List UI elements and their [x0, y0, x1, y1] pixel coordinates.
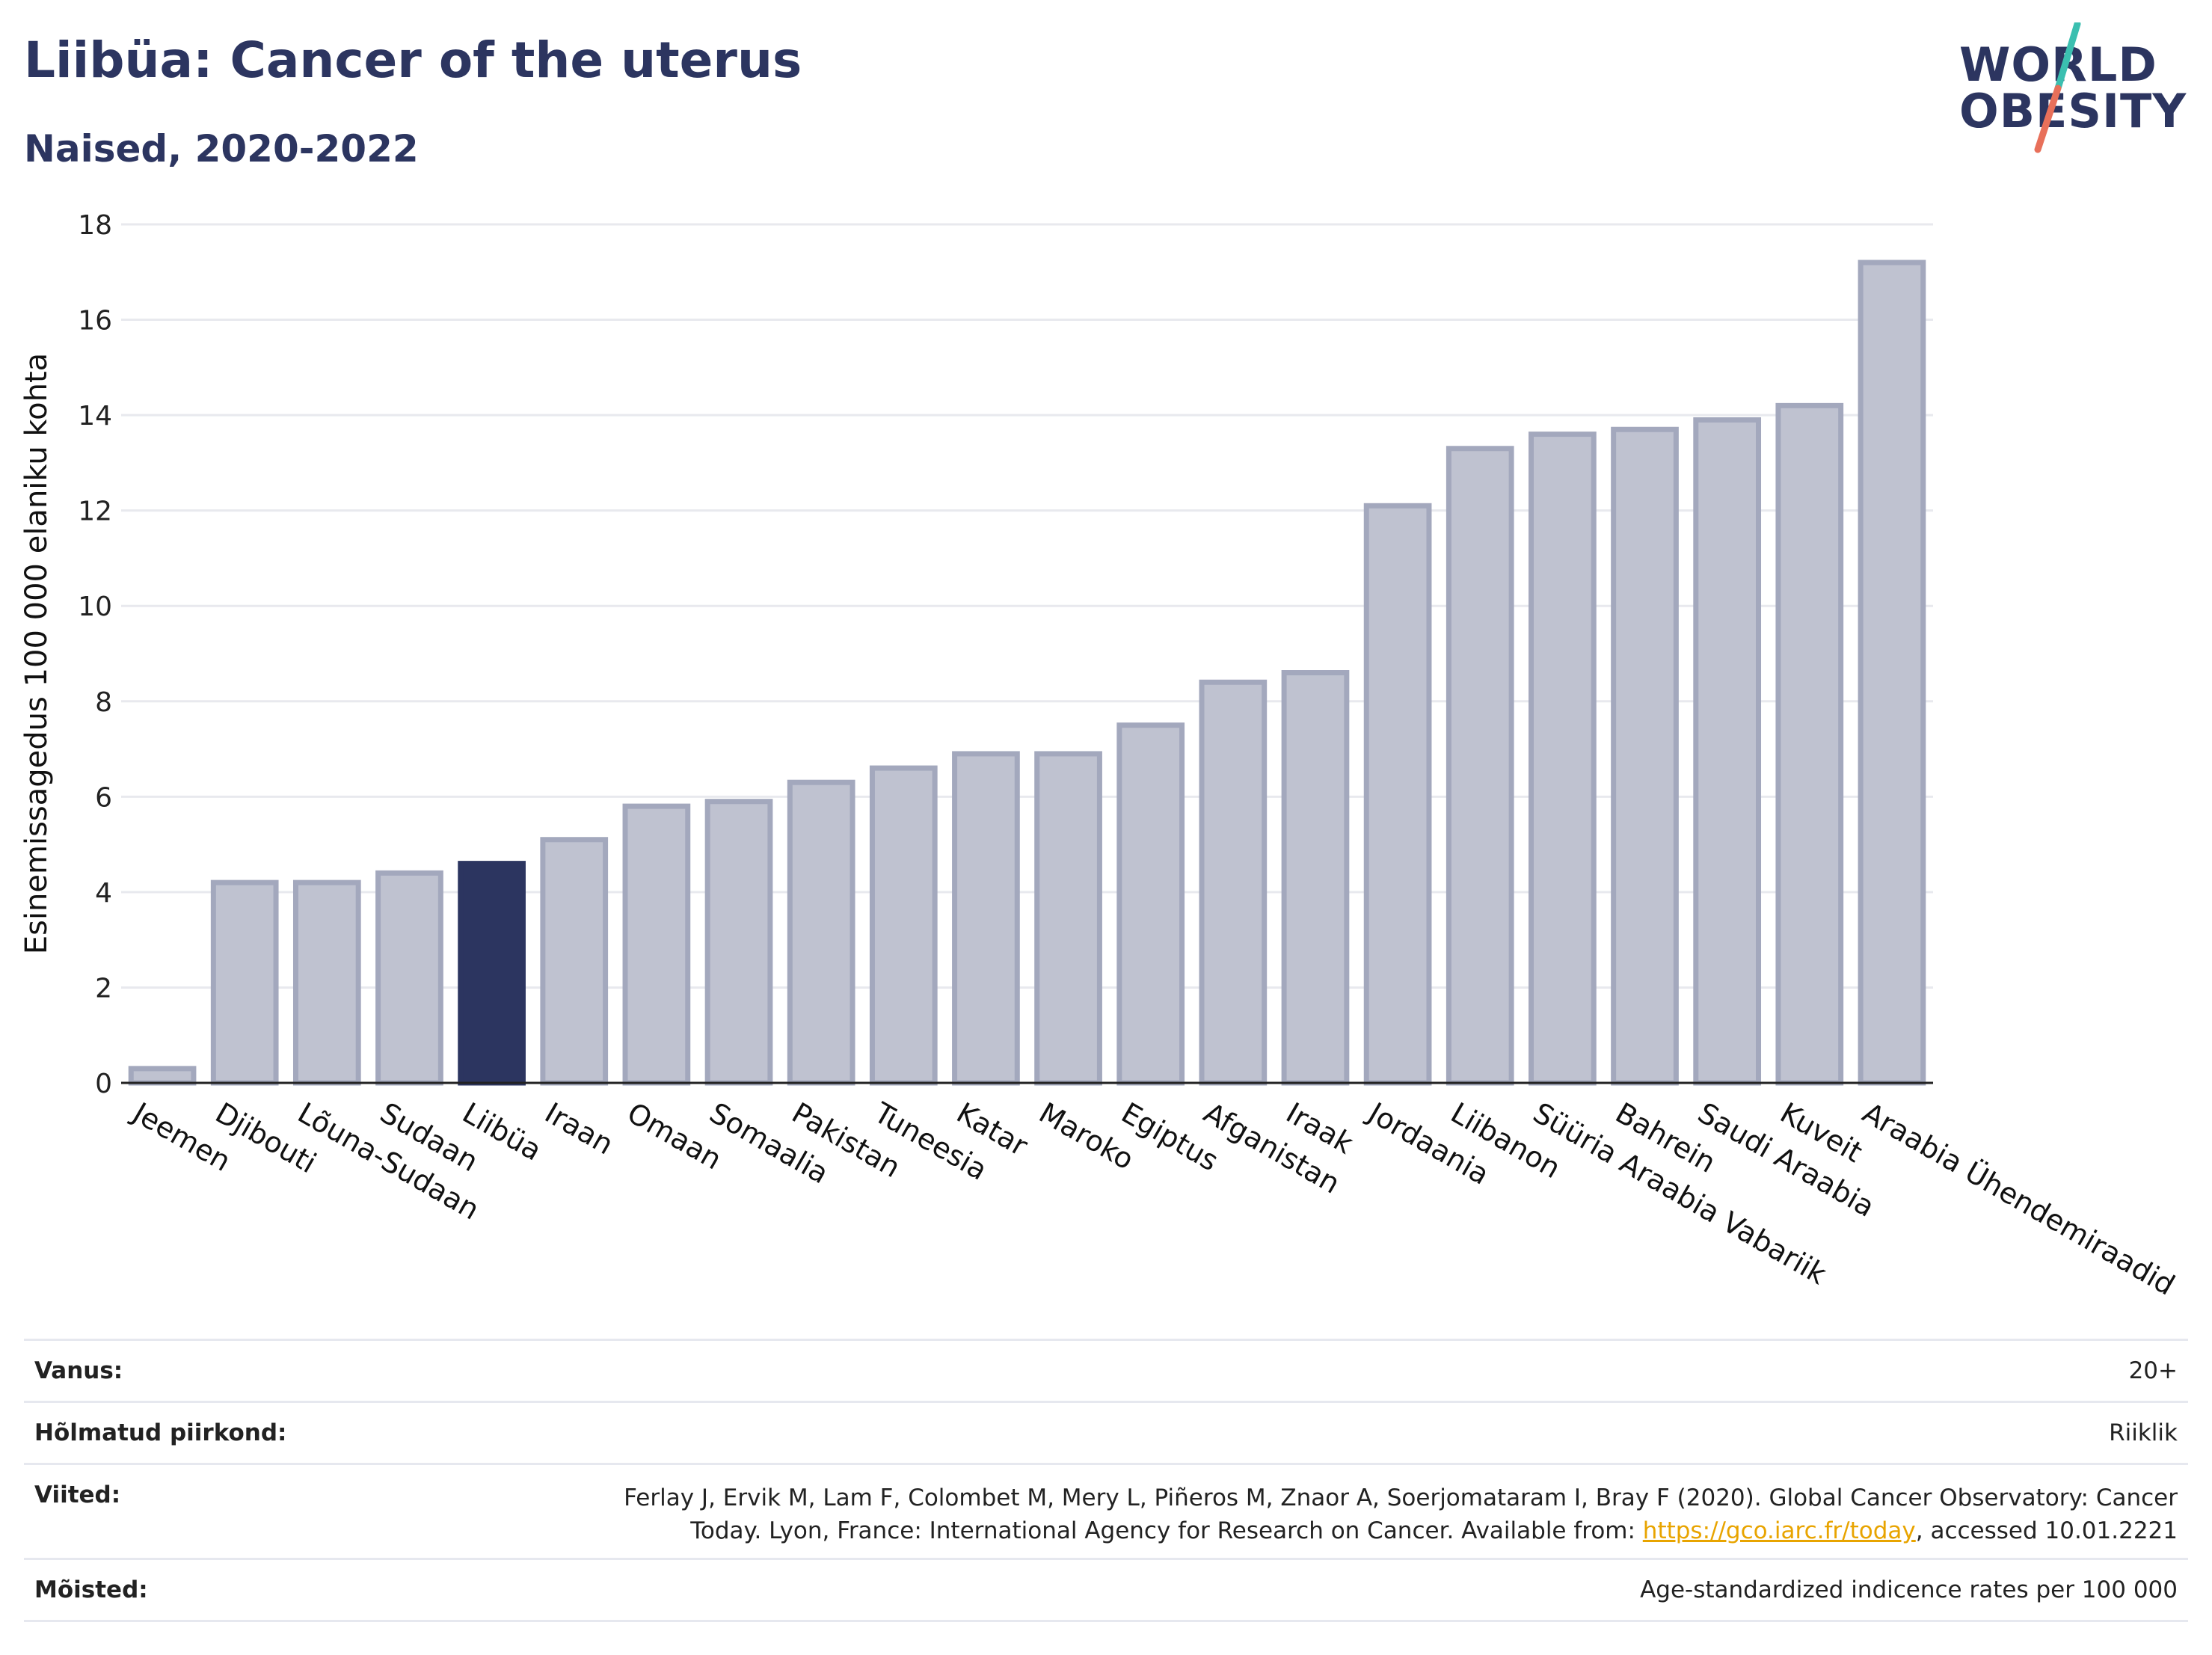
defs-label: Mõisted: — [34, 1576, 148, 1603]
bar — [1529, 432, 1597, 1086]
refs-line-1: Ferlay J, Ervik M, Lam F, Colombet M, Me… — [624, 1484, 2178, 1511]
meta-row-refs: Viited: Ferlay J, Ervik M, Lam F, Colomb… — [24, 1463, 2188, 1558]
x-tick-label: Araabia Ühendemiraadid — [1857, 1096, 2180, 1302]
bar — [1611, 426, 1679, 1086]
bar — [869, 765, 938, 1086]
age-label: Vanus: — [34, 1357, 123, 1384]
x-tick-labels: JeemenDjiboutiLõuna-SudaanSudaanLiibüaIr… — [126, 1096, 2181, 1302]
logo-line-2: OBESITY — [1959, 84, 2187, 138]
y-tick-label: 4 — [95, 878, 112, 909]
bar — [1199, 679, 1268, 1086]
bar — [1116, 722, 1185, 1086]
meta-row-region: Hõlmatud piirkond: Riiklik — [24, 1401, 2188, 1463]
y-tick-label: 12 — [78, 497, 112, 527]
metadata-table: Vanus: 20+ Hõlmatud piirkond: Riiklik Vi… — [24, 1339, 2188, 1622]
y-tick-label: 8 — [95, 687, 112, 718]
chart-title: Liibüa: Cancer of the uterus — [24, 31, 802, 89]
y-tick-label: 10 — [78, 592, 112, 622]
y-tick-labels: 0 2 4 6 8 10 12 14 16 18 — [78, 210, 112, 1099]
bar — [1034, 751, 1102, 1086]
defs-value: Age-standardized indicence rates per 100… — [1640, 1576, 2178, 1603]
region-label: Hõlmatud piirkond: — [34, 1419, 287, 1446]
y-tick-label: 0 — [95, 1069, 112, 1099]
bar — [1363, 503, 1432, 1086]
bar — [128, 1066, 197, 1086]
bar — [1281, 670, 1350, 1086]
refs-label: Viited: — [34, 1481, 121, 1508]
bar — [1775, 402, 1844, 1086]
refs-line-2: Today. Lyon, France: International Agenc… — [624, 1514, 2178, 1547]
world-obesity-logo: WORLD OBESITY — [1944, 22, 2199, 157]
age-value: 20+ — [2128, 1357, 2178, 1384]
y-tick-label: 2 — [95, 973, 112, 1004]
chart-subtitle: Naised, 2020-2022 — [24, 127, 419, 171]
refs-line-2-start: Today. Lyon, France: International Agenc… — [690, 1517, 1643, 1544]
bar — [375, 870, 443, 1086]
bar-highlighted — [458, 861, 526, 1086]
x-tick-label: Iraan — [539, 1096, 618, 1161]
bar — [292, 879, 361, 1086]
y-tick-label: 6 — [95, 782, 112, 813]
bar — [540, 837, 609, 1086]
bar-chart: 0 2 4 6 8 10 12 14 16 18 JeemenDjiboutiLõuna-Suda… — [19, 210, 2181, 1302]
x-tick-label: Omaan — [621, 1096, 727, 1176]
y-tick-label: 18 — [78, 210, 112, 241]
bar — [1858, 260, 1926, 1086]
bar — [1693, 417, 1762, 1086]
logo-slash-icon — [2034, 22, 2081, 153]
y-tick-label: 16 — [78, 306, 112, 337]
y-tick-label: 14 — [78, 401, 112, 432]
refs-line-2-end: , accessed 10.01.2221 — [1915, 1517, 2178, 1544]
bar — [787, 779, 855, 1086]
bars — [128, 260, 1926, 1086]
refs-link[interactable]: https://gco.iarc.fr/today — [1642, 1517, 1916, 1544]
meta-row-age: Vanus: 20+ — [24, 1339, 2188, 1401]
bar — [952, 751, 1020, 1086]
meta-row-defs: Mõisted: Age-standardized indicence rate… — [24, 1558, 2188, 1622]
region-value: Riiklik — [2109, 1419, 2178, 1446]
bar — [622, 803, 691, 1086]
x-tick-label: Maroko — [1033, 1096, 1140, 1176]
bar — [1446, 446, 1514, 1086]
y-axis-label: Esinemissagedus 100 000 elaniku kohta — [19, 353, 54, 954]
bar — [704, 799, 773, 1086]
bar — [210, 879, 279, 1086]
refs-value: Ferlay J, Ervik M, Lam F, Colombet M, Me… — [624, 1481, 2178, 1547]
